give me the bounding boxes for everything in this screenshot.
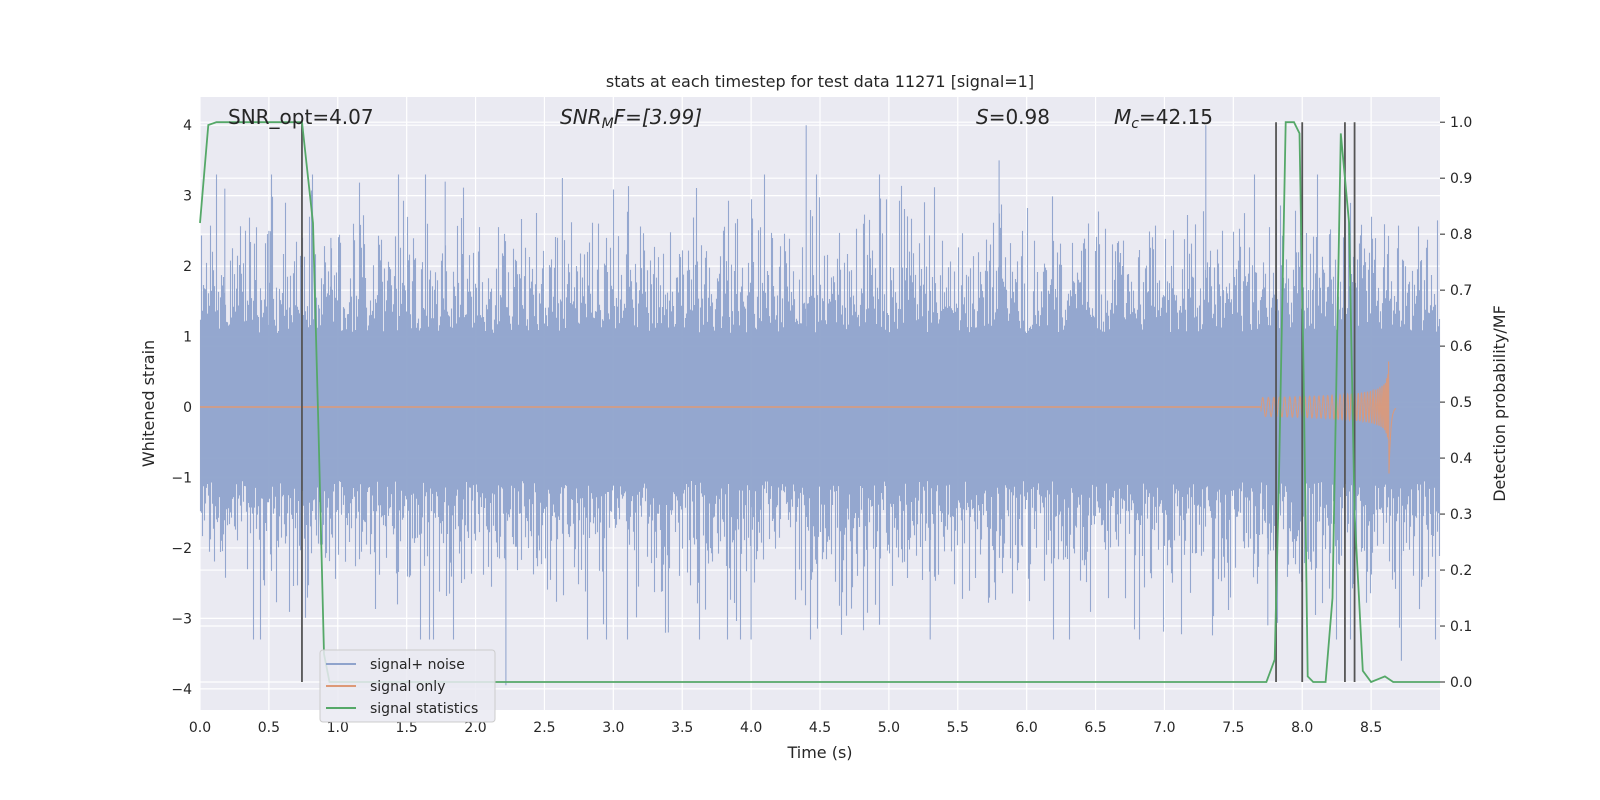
x-tick-label: 2.5 xyxy=(533,720,555,736)
snr-mf-annotation: SNRMF=[3.99] xyxy=(560,105,702,132)
y2-tick-label: 0.6 xyxy=(1450,339,1472,355)
legend-label-signal-statistics: signal statistics xyxy=(370,701,478,717)
y2-tick-label: 0.4 xyxy=(1450,451,1472,467)
snr-opt-annotation: SNR_opt=4.07 xyxy=(228,105,374,129)
x-tick-label: 4.0 xyxy=(740,720,762,736)
mc-subscript: c xyxy=(1131,116,1139,132)
signal-statistics-line xyxy=(199,121,1440,684)
y2-tick-label: 0.0 xyxy=(1450,675,1472,691)
x-tick-label: 6.0 xyxy=(1016,720,1038,736)
y-tick-label: 2 xyxy=(183,259,192,275)
x-tick-label: 5.5 xyxy=(947,720,969,736)
x-tick-label: 7.5 xyxy=(1222,720,1244,736)
y2-tick-label: 0.7 xyxy=(1450,283,1472,299)
s-value: =0.98 xyxy=(989,105,1050,129)
y2-tick-label: 0.5 xyxy=(1450,395,1472,411)
x-tick-label: 7.0 xyxy=(1153,720,1175,736)
y2-tick-label: 0.8 xyxy=(1450,227,1472,243)
tick-labels: 0.0 0.5 1.0 1.5 2.0 2.5 3.0 3.5 4.0 4.5 5.0 5.5 6.0 6… xyxy=(171,115,1472,736)
y2-tick-label: 0.9 xyxy=(1450,171,1472,187)
chart-title: stats at each timestep for test data 112… xyxy=(606,72,1034,91)
y-axis-label: Whitened strain xyxy=(139,340,158,467)
x-tick-label: 5.0 xyxy=(878,720,900,736)
snr-mf-main: SNR xyxy=(560,105,602,129)
mc-annotation: Mc=42.15 xyxy=(1114,105,1213,132)
x-tick-label: 0.0 xyxy=(189,720,211,736)
s-variable: S xyxy=(976,105,989,129)
legend-label-signal-noise: signal+ noise xyxy=(370,657,465,673)
legend: signal+ noise signal only signal statist… xyxy=(319,649,496,723)
x-tick-label: 1.0 xyxy=(327,720,349,736)
signal-only-chirp xyxy=(1260,361,1397,474)
signal-noise-line xyxy=(199,125,1441,686)
y-tick-label: −3 xyxy=(171,611,192,627)
snr-mf-tail: F=[3.99] xyxy=(614,105,702,129)
y2-tick-label: 0.3 xyxy=(1450,507,1472,523)
x-tick-label: 0.5 xyxy=(258,720,280,736)
x-tick-label: 3.5 xyxy=(671,720,693,736)
legend-label-signal-only: signal only xyxy=(370,679,445,695)
x-axis-label: Time (s) xyxy=(786,743,852,762)
y-tick-label: −2 xyxy=(171,541,192,557)
y-tick-label: 4 xyxy=(183,118,192,134)
mc-variable: M xyxy=(1114,105,1131,129)
mc-value: =42.15 xyxy=(1139,105,1213,129)
snr-mf-subscript: M xyxy=(602,116,614,132)
signal-noise-series xyxy=(199,125,1441,686)
x-tick-label: 4.5 xyxy=(809,720,831,736)
x-tick-label: 6.5 xyxy=(1084,720,1106,736)
y-tick-label: 3 xyxy=(183,189,192,205)
y-tick-label: 1 xyxy=(183,330,192,346)
s-annotation: S=0.98 xyxy=(976,105,1050,129)
legend-box xyxy=(319,649,496,723)
signal-only-series xyxy=(200,361,1397,474)
x-tick-label: 8.0 xyxy=(1291,720,1313,736)
y-tick-label: −1 xyxy=(171,470,192,486)
y-tick-label: −4 xyxy=(171,682,192,698)
y2-tick-label: 0.2 xyxy=(1450,563,1472,579)
y2-tick-label: 1.0 xyxy=(1450,115,1472,131)
x-tick-label: 1.5 xyxy=(396,720,418,736)
x-tick-label: 3.0 xyxy=(602,720,624,736)
y2-tick-label: 0.1 xyxy=(1450,619,1472,635)
x-tick-label: 2.0 xyxy=(464,720,486,736)
x-tick-label: 8.5 xyxy=(1360,720,1382,736)
y2-axis-label: Detection probability/MF xyxy=(1490,305,1509,502)
y-tick-label: 0 xyxy=(183,400,192,416)
signal-statistics-series xyxy=(199,121,1440,684)
